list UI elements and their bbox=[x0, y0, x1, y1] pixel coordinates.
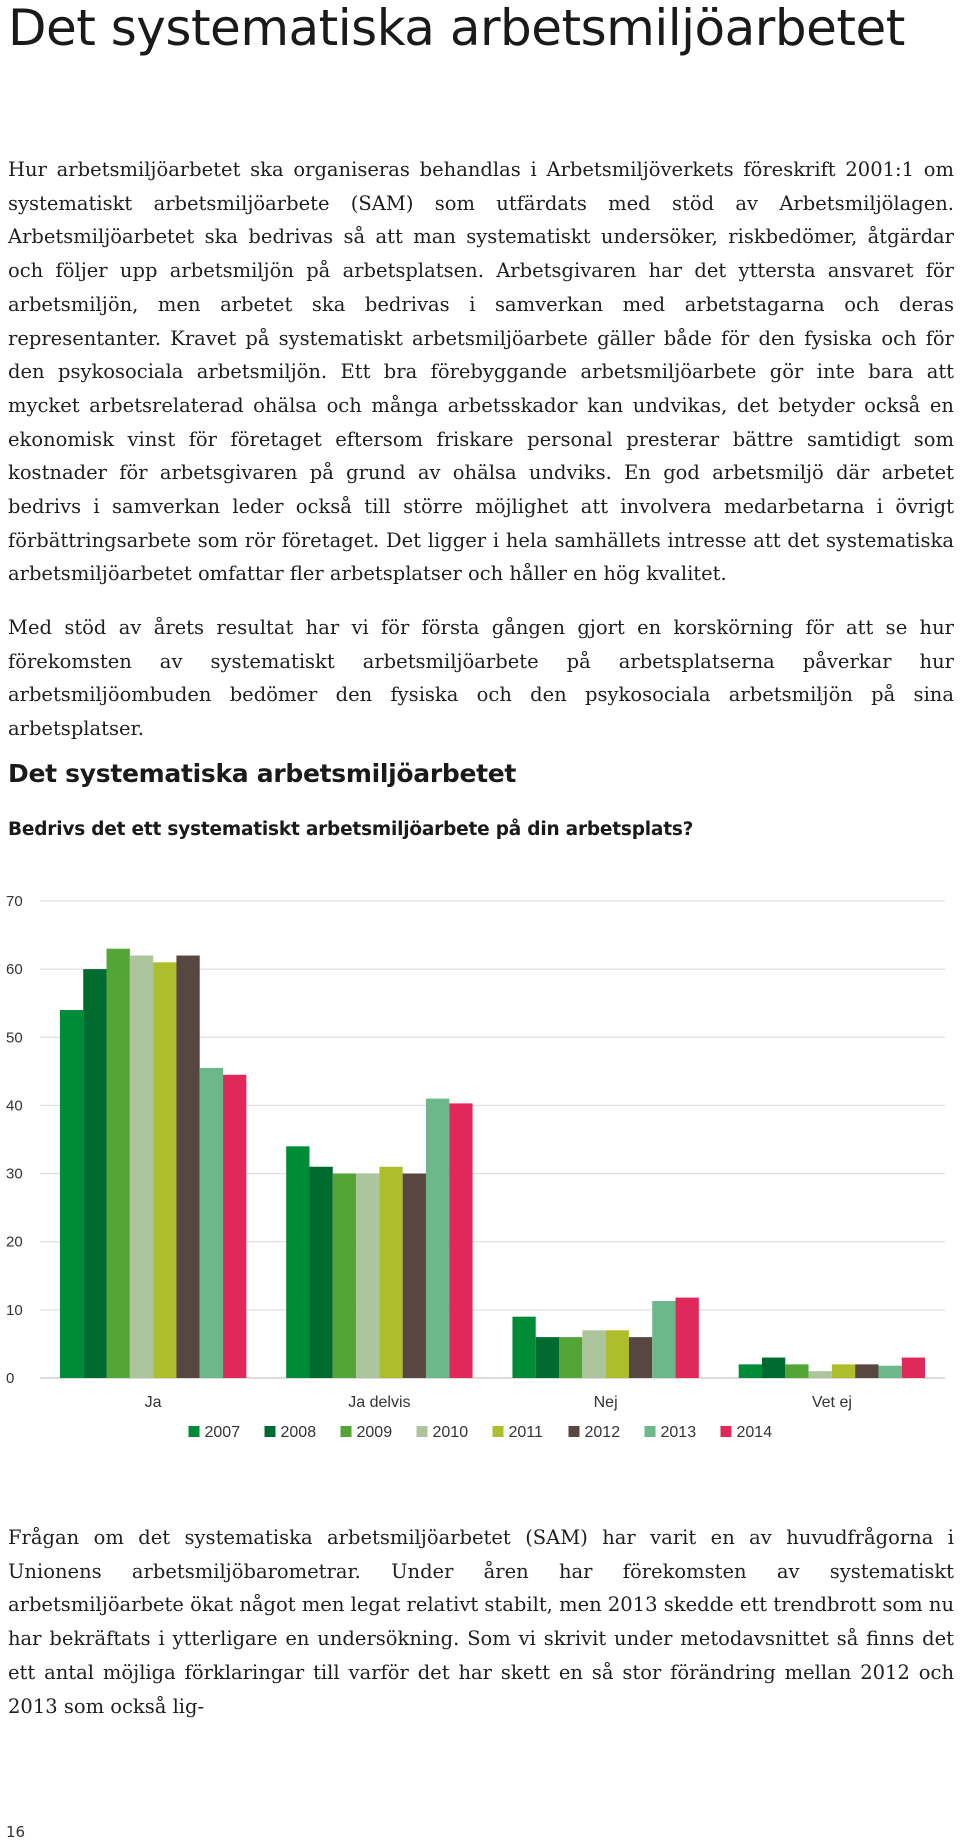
y-tick-label: 50 bbox=[6, 1029, 23, 1046]
legend-label-2014: 2014 bbox=[737, 1424, 773, 1441]
bar-nej-2007 bbox=[512, 1316, 536, 1378]
y-tick-label: 0 bbox=[6, 1370, 14, 1387]
y-tick-label: 30 bbox=[6, 1166, 23, 1183]
chart-question: Bedrivs det ett systematiskt arbetsmiljö… bbox=[8, 819, 694, 840]
bar-vet-ej-2010 bbox=[808, 1371, 832, 1378]
method-paragraph: Med stöd av årets resultat har vi för fö… bbox=[8, 616, 954, 741]
legend-label-2013: 2013 bbox=[661, 1424, 697, 1441]
bar-nej-2008 bbox=[535, 1337, 560, 1378]
bar-vet-ej-2012 bbox=[855, 1364, 879, 1378]
legend-label-2011: 2011 bbox=[509, 1424, 544, 1441]
y-tick-label: 70 bbox=[6, 893, 23, 910]
intro-paragraph: Hur arbetsmiljöarbetet ska organiseras b… bbox=[8, 158, 954, 586]
x-category-label: Ja bbox=[145, 1394, 162, 1411]
y-tick-label: 20 bbox=[6, 1234, 23, 1251]
chart-heading: Det systematiska arbetsmiljöarbetet bbox=[8, 759, 517, 788]
legend-label-2008: 2008 bbox=[281, 1424, 317, 1441]
bar-nej-2013 bbox=[652, 1300, 676, 1378]
page-title: Det systematiska arbetsmiljöarbetet bbox=[8, 0, 905, 57]
x-category-label: Ja delvis bbox=[348, 1394, 410, 1411]
bar-ja-2011 bbox=[153, 962, 177, 1378]
bar-chart: 0 10 20 30 40 50 60 70 Ja Ja delvis Nej Vet ej 2007 2… bbox=[0, 870, 960, 1470]
bar-ja-2007 bbox=[59, 1010, 84, 1378]
bar-ja-2014 bbox=[223, 1074, 247, 1378]
legend-swatch-2011 bbox=[492, 1426, 504, 1437]
legend-swatch-2013 bbox=[644, 1426, 656, 1437]
bar-nej-2014 bbox=[675, 1297, 699, 1378]
bar-chart-svg: 0 10 20 30 40 50 60 70 Ja Ja delvis Nej Vet ej 2007 2… bbox=[6, 893, 945, 1441]
bar-ja-delvis-2008 bbox=[309, 1166, 333, 1378]
legend-swatch-2007 bbox=[188, 1426, 200, 1437]
x-category-label: Vet ej bbox=[812, 1394, 852, 1411]
legend-swatch-2010 bbox=[416, 1426, 428, 1437]
y-tick-label: 10 bbox=[6, 1302, 23, 1319]
bar-nej-2011 bbox=[605, 1330, 629, 1378]
bar-ja-delvis-2013 bbox=[425, 1098, 450, 1378]
bar-vet-ej-2014 bbox=[901, 1357, 926, 1378]
bar-vet-ej-2009 bbox=[785, 1364, 809, 1378]
bar-ja-delvis-2014 bbox=[449, 1103, 473, 1378]
bar-vet-ej-2008 bbox=[761, 1357, 786, 1378]
bar-ja-2009 bbox=[106, 948, 130, 1378]
y-tick-label: 60 bbox=[6, 961, 23, 978]
bar-nej-2009 bbox=[559, 1337, 583, 1378]
bar-vet-ej-2007 bbox=[738, 1364, 762, 1378]
legend-label-2012: 2012 bbox=[585, 1424, 621, 1441]
bar-ja-delvis-2011 bbox=[379, 1166, 403, 1378]
legend-swatch-2008 bbox=[264, 1426, 276, 1437]
legend-label-2007: 2007 bbox=[205, 1424, 241, 1441]
bar-ja-2008 bbox=[83, 969, 107, 1378]
page-number: 16 bbox=[6, 1823, 26, 1841]
x-category-label: Nej bbox=[594, 1394, 618, 1411]
bar-ja-delvis-2009 bbox=[332, 1173, 357, 1378]
bar-ja-delvis-2007 bbox=[286, 1146, 310, 1378]
bar-ja-2013 bbox=[199, 1067, 224, 1378]
y-tick-label: 40 bbox=[6, 1097, 23, 1114]
bar-nej-2012 bbox=[628, 1337, 653, 1378]
legend-swatch-2009 bbox=[340, 1426, 352, 1437]
legend-label-2009: 2009 bbox=[357, 1424, 393, 1441]
legend-label-2010: 2010 bbox=[433, 1424, 469, 1441]
bar-nej-2010 bbox=[582, 1330, 606, 1378]
bar-ja-delvis-2010 bbox=[356, 1173, 380, 1378]
bar-ja-delvis-2012 bbox=[402, 1173, 426, 1378]
legend-swatch-2014 bbox=[720, 1426, 732, 1437]
bar-vet-ej-2013 bbox=[878, 1365, 902, 1378]
bar-ja-2010 bbox=[129, 955, 154, 1378]
legend-swatch-2012 bbox=[568, 1426, 580, 1437]
bar-vet-ej-2011 bbox=[831, 1364, 856, 1378]
analysis-paragraph: Frågan om det systematiska arbetsmiljöar… bbox=[8, 1526, 954, 1718]
bar-ja-2012 bbox=[176, 955, 200, 1378]
